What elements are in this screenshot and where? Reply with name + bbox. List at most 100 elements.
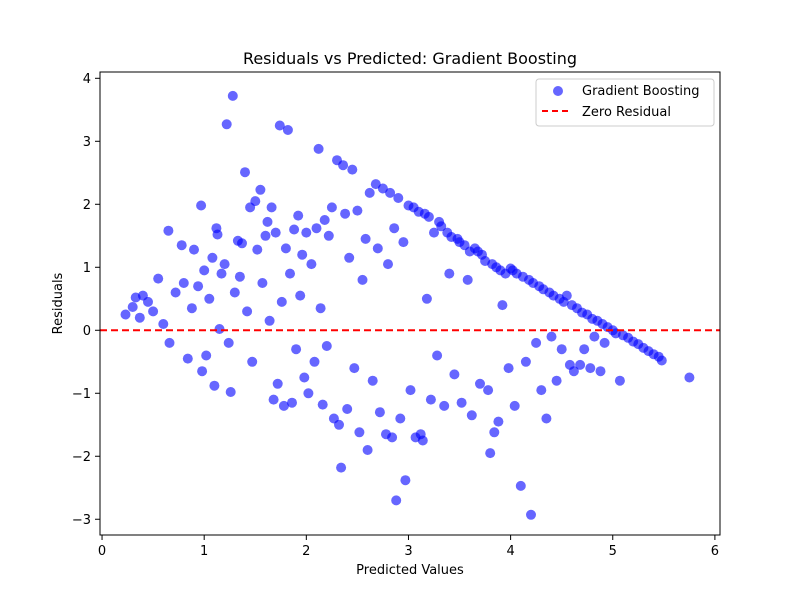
scatter-point [475,378,485,389]
scatter-point [143,296,153,307]
scatter-point [229,287,240,298]
scatter-point [354,427,365,438]
scatter-point [255,184,266,195]
scatter-point [357,274,368,285]
y-tick-label: 3 [83,135,91,150]
scatter-point [287,397,297,408]
scatter-point [489,427,500,438]
scatter-point [509,400,520,411]
scatter-point [483,385,494,396]
scatter-point [321,341,332,351]
scatter-point [212,229,223,240]
scatter-point [303,388,314,399]
x-tick-label: 2 [302,544,310,559]
x-tick-label: 4 [506,544,514,559]
legend-scatter-marker [553,86,563,96]
scatter-point [189,244,199,255]
scatter-point [317,399,328,410]
scatter-point [389,223,400,234]
y-tick-label: 4 [83,72,91,87]
scatter-point [656,355,667,366]
scatter-point [219,259,230,270]
scatter-point [250,196,261,207]
scatter-point [589,331,600,342]
scatter-point [266,202,277,213]
scatter-point [196,200,207,211]
scatter-point [326,202,337,213]
scatter-point [360,233,371,244]
scatter-point [349,363,360,374]
scatter-point [297,249,308,260]
chart-title: Residuals vs Predicted: Gradient Boostin… [243,49,577,68]
scatter-point [436,221,447,232]
scatter-point [164,337,175,348]
y-tick-label: 2 [83,198,91,213]
scatter-point [234,271,245,282]
scatter-point [614,375,625,386]
scatter-point [272,378,283,389]
scatter-point [193,281,204,292]
scatter-point [344,252,355,263]
legend: Gradient Boosting Zero Residual [535,78,715,127]
scatter-point [227,90,238,101]
scatter-point [568,366,579,377]
scatter-point [485,448,496,459]
scatter-point [362,445,373,455]
scatter-point [466,410,477,421]
scatter-point [423,211,434,222]
scatter-point [556,344,567,355]
x-axis-label: Predicted Values [356,563,464,578]
scatter-point [120,309,131,320]
scatter-point [393,193,404,203]
scatter-point [182,353,193,364]
scatter-point [421,293,432,304]
scatter-point [264,315,275,326]
scatter-point [444,268,455,279]
scatter-point [595,366,606,377]
scatter-point [127,302,138,312]
scatter-point [276,296,287,307]
scatter-point [551,375,562,386]
scatter-point [372,243,383,254]
scatter-point [425,394,436,405]
scatter-point [546,331,557,342]
scatter-point [383,259,393,270]
scatter-point [377,183,388,194]
scatter-point [237,238,247,249]
scatter-point [462,274,473,285]
scatter-point [257,278,268,288]
scatter-point [352,205,363,216]
scatter-point [207,252,218,263]
scatter-point [338,160,349,171]
scatter-point [374,407,385,418]
y-tick-label: 0 [83,324,91,339]
scatter-point [319,215,330,225]
scatter-point [293,210,304,221]
scatter-point [301,227,312,238]
scatter-point [429,227,439,238]
scatter-point [214,324,225,334]
scatter-point [148,306,159,317]
scatter-point [526,509,536,520]
scatter-point [531,337,542,348]
scatter-point [405,385,416,396]
x-tick-label: 5 [609,544,617,559]
scatter-point [323,230,334,241]
scatter-point [163,225,174,236]
scatter-point [204,293,215,304]
y-tick-label: −1 [72,387,91,402]
scatter-point [247,356,258,367]
x-tick-label: 0 [98,544,106,559]
scatter-point [417,435,428,446]
scatter-point [515,480,526,491]
scatter-point [216,268,227,279]
scatter-point [579,344,590,355]
scatter-point [252,244,263,255]
scatter-point [240,167,250,178]
scatter-point [285,268,295,279]
scatter-point [225,387,236,397]
scatter-point [395,413,406,424]
x-tick-label: 6 [711,544,719,559]
scatter-point [497,300,508,311]
scatter-point [262,216,273,227]
